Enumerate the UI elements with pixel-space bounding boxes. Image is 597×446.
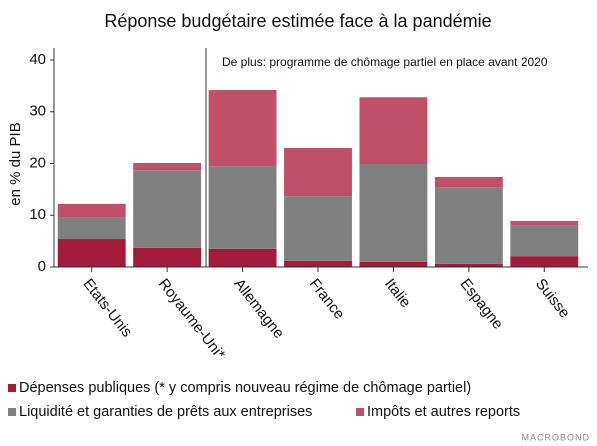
y-tick-label: 0 xyxy=(38,258,46,275)
bar-segment xyxy=(510,220,579,226)
bar-segment xyxy=(359,97,428,165)
x-tick-label: Royaume-Uni* xyxy=(155,275,229,362)
y-tick-label: 40 xyxy=(29,51,46,68)
x-tick-label: France xyxy=(306,275,348,322)
bar-segment xyxy=(359,164,428,262)
legend-swatch xyxy=(8,384,16,392)
bar-segment xyxy=(434,176,503,188)
bar-segment xyxy=(133,170,202,248)
bar-segment xyxy=(510,225,579,257)
bar-segment xyxy=(208,248,277,267)
x-tick-label: Suisse xyxy=(532,275,573,321)
legend-label: Liquidité et garanties de prêts aux entr… xyxy=(19,404,312,420)
bar-segment xyxy=(208,166,277,249)
bar-segment xyxy=(208,90,277,167)
bar-segment xyxy=(57,239,126,267)
y-axis-label: en % du PIB xyxy=(7,122,24,205)
x-tick-label: Espagne xyxy=(457,275,507,332)
chart-title: Réponse budgétaire estimée face à la pan… xyxy=(104,11,491,31)
watermark: MACROBOND xyxy=(521,432,590,442)
x-tick-label: Allemagne xyxy=(230,275,287,341)
bar-segment xyxy=(510,256,579,267)
legend-swatch xyxy=(8,408,16,416)
bar-segment xyxy=(133,162,202,171)
annotation: De plus: programme de chômage partiel en… xyxy=(222,55,548,69)
bar-segment xyxy=(434,263,503,267)
y-tick-label: 20 xyxy=(29,154,46,171)
bar-segment xyxy=(284,260,352,267)
bar-segment xyxy=(57,203,126,218)
legend-label: Impôts et autres reports xyxy=(367,404,520,420)
y-tick-label: 30 xyxy=(29,103,46,120)
y-tick-label: 10 xyxy=(29,206,46,223)
legend-swatch xyxy=(356,408,364,416)
x-tick-label: Etats-Unis xyxy=(79,275,135,340)
bar-segment xyxy=(133,247,202,267)
bar-segment xyxy=(284,147,352,197)
legend-label: Dépenses publiques (* y compris nouveau … xyxy=(19,380,471,396)
bar-segment xyxy=(359,261,428,267)
bar-segment xyxy=(434,187,503,264)
bar-segment xyxy=(57,217,126,240)
x-tick-label: Italie xyxy=(381,275,414,310)
bar-segment xyxy=(284,196,352,261)
